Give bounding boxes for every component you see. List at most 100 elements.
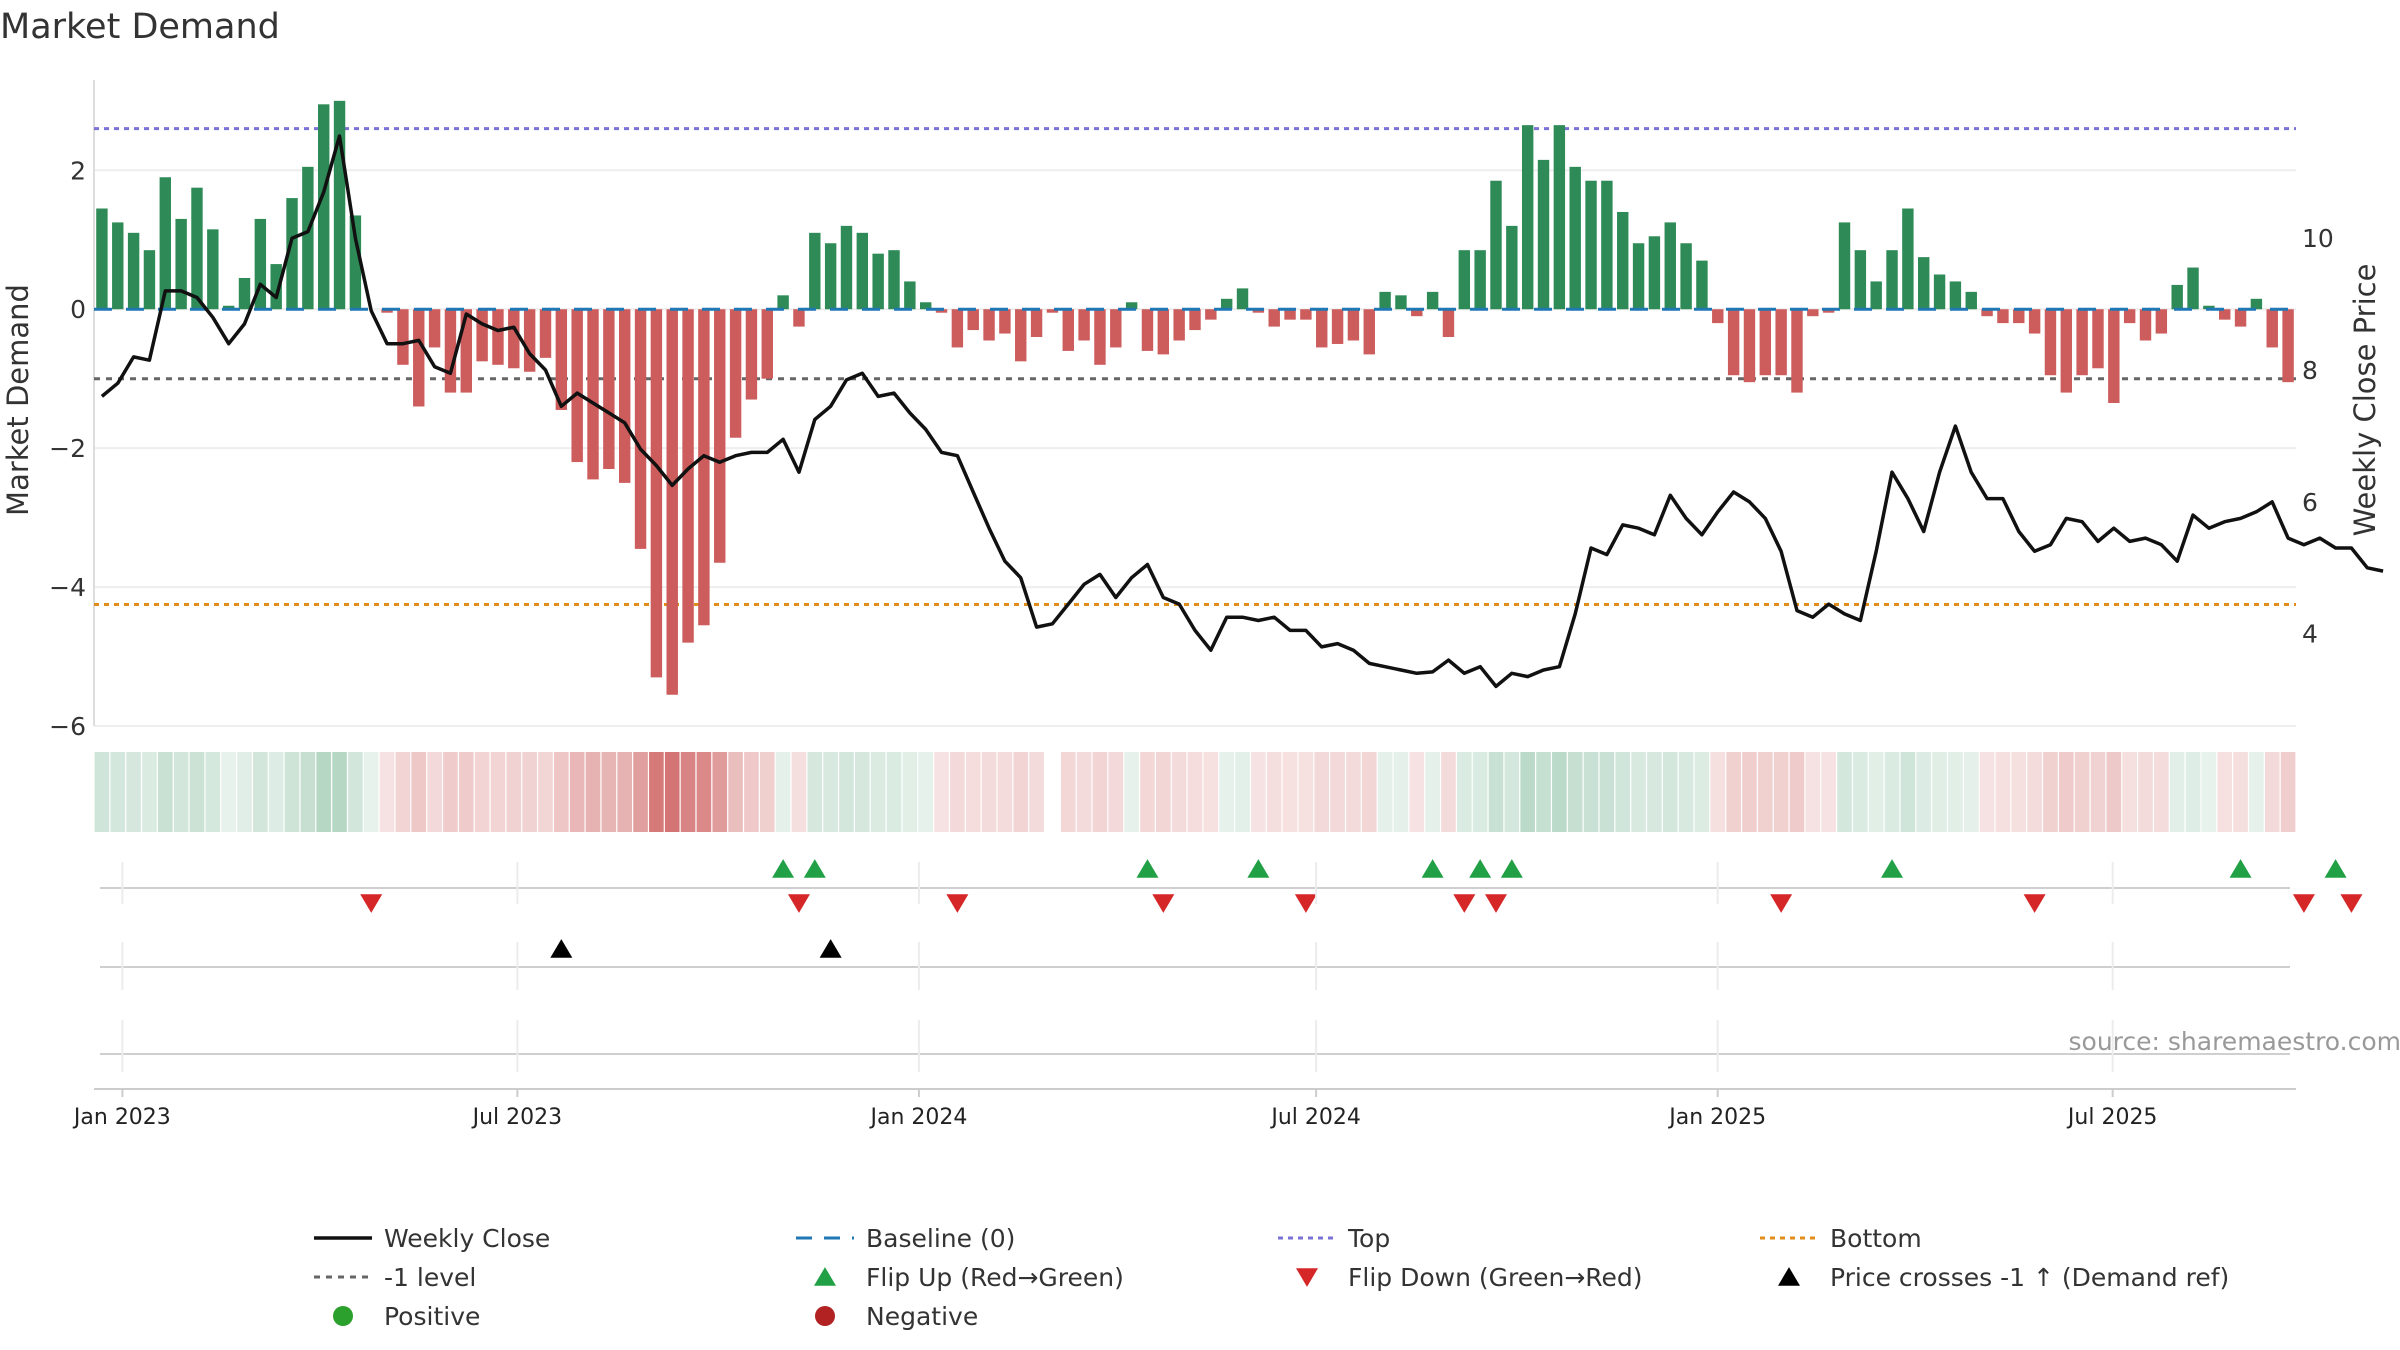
x-tick-label: Jul 2024 [1269, 1105, 1361, 1130]
legend-item: Price crosses -1 ↑ (Demand ref) [1778, 1263, 2229, 1292]
negative-demand-bar [698, 309, 710, 626]
heat-strip-cell [1346, 752, 1361, 832]
flip-up-marker [1500, 859, 1523, 878]
flip-down-marker [2292, 894, 2315, 913]
negative-demand-bar [967, 309, 979, 331]
heat-strip-cell [268, 752, 284, 832]
heat-strip-cell [1916, 752, 1932, 832]
weekly-close-line [100, 134, 2384, 689]
heat-strip-cell [1092, 752, 1108, 832]
heat-strip-cell [1425, 752, 1440, 832]
heat-strip-cell [1488, 752, 1504, 832]
negative-demand-bar [1094, 309, 1106, 365]
positive-demand-bar [302, 166, 314, 310]
heat-strip-cell [712, 752, 728, 832]
left-axis-label: Market Demand [1, 284, 35, 516]
negative-demand-bar [2108, 309, 2120, 403]
negative-demand-bar [587, 309, 599, 480]
heat-strip-cell [1235, 752, 1250, 832]
heat-strip-cell [1567, 752, 1583, 832]
heat-strip-cell [363, 752, 379, 832]
heat-strip-cell [1219, 752, 1234, 832]
heat-strip-cell [427, 752, 442, 832]
x-tick-label: Jan 2024 [868, 1105, 967, 1130]
heat-strip-cell [1599, 752, 1615, 832]
source-text: source: sharemaestro.com [2069, 1027, 2400, 1056]
flip-down-marker [1770, 894, 1793, 913]
legend-item: Baseline (0) [796, 1224, 1015, 1253]
negative-demand-bar [1712, 309, 1724, 324]
heat-strip-cell [1805, 752, 1821, 832]
negative-demand-bar [2092, 309, 2104, 369]
positive-demand-bar [1838, 222, 1851, 310]
legend-item: Negative [815, 1302, 978, 1331]
heat-strip-cell [1124, 752, 1139, 832]
negative-demand-bar [1759, 309, 1772, 376]
positive-demand-bar [777, 295, 789, 310]
positive-demand-bar [919, 302, 932, 310]
negative-demand-bar [1442, 309, 1455, 338]
negative-demand-bar [413, 309, 425, 407]
price-cross-panel [100, 939, 2290, 968]
legend-label: Bottom [1830, 1224, 1922, 1253]
positive-demand-bar [238, 277, 251, 310]
positive-demand-bar [1569, 166, 1581, 310]
heat-strip-cell [1694, 752, 1710, 832]
negative-demand-bar [2234, 309, 2247, 327]
negative-demand-bar [745, 309, 758, 400]
negative-demand-bar [1205, 309, 1217, 320]
negative-demand-bar [1807, 309, 1819, 317]
positive-demand-bar [1918, 257, 1930, 310]
negative-demand-bar [2060, 309, 2072, 393]
flip-down-marker [946, 894, 969, 913]
positive-demand-bar [270, 264, 282, 310]
negative-demand-bar [1727, 309, 1740, 376]
positive-demand-bar [1395, 295, 1407, 310]
negative-demand-bar [1775, 309, 1787, 376]
heat-strip-cell [1948, 752, 1963, 832]
heat-strip-cell [2090, 752, 2106, 832]
heat-strip-cell [1631, 752, 1646, 832]
heat-strip-cell [601, 752, 617, 832]
heat-strip-cell [2217, 752, 2233, 832]
left-tick-label: −2 [49, 434, 86, 463]
positive-demand-bar [175, 218, 187, 310]
negative-demand-bar [476, 309, 488, 362]
left-tick-label: −4 [49, 573, 86, 602]
positive-demand-bar [1236, 288, 1249, 310]
positive-demand-bar [824, 243, 837, 310]
positive-demand-bar [333, 100, 346, 310]
legend-label: Negative [866, 1302, 978, 1331]
positive-demand-bar [1125, 302, 1138, 310]
x-tick-label: Jul 2023 [471, 1105, 563, 1130]
heat-strip-cell [1409, 752, 1425, 832]
positive-demand-bar [1585, 180, 1597, 310]
legend-label: Flip Down (Green→Red) [1348, 1263, 1643, 1292]
heat-strip-cell [1757, 752, 1773, 832]
positive-demand-bar [872, 253, 884, 310]
negative-demand-bar [492, 309, 504, 365]
positive-demand-bar [1870, 281, 1882, 310]
positive-demand-bar [1458, 250, 1471, 310]
flip-up-marker [2229, 859, 2252, 878]
positive-demand-bar [159, 177, 171, 310]
heat-strip-cell [490, 752, 506, 832]
negative-demand-bar [935, 309, 948, 313]
legend-item: -1 level [314, 1263, 476, 1292]
legend-label: Top [1347, 1224, 1390, 1253]
negative-demand-bar [2013, 309, 2025, 324]
heat-strip-cell [1060, 752, 1076, 832]
heat-strip-cell [284, 752, 300, 832]
heat-strip-cell [1821, 752, 1836, 832]
positive-demand-bar [96, 208, 108, 310]
positive-demand-bar [1965, 291, 1977, 310]
heat-strip-cell [1932, 752, 1947, 832]
positive-demand-bar [1902, 208, 1914, 310]
heat-strip-cell [950, 752, 965, 832]
heat-strip-cell [1662, 752, 1678, 832]
heat-strip-cell [522, 752, 537, 832]
heat-strip-cell [1298, 752, 1314, 832]
heat-strip-cell [1678, 752, 1694, 832]
heat-strip-cell [934, 752, 949, 832]
positive-demand-bar [1220, 298, 1233, 310]
